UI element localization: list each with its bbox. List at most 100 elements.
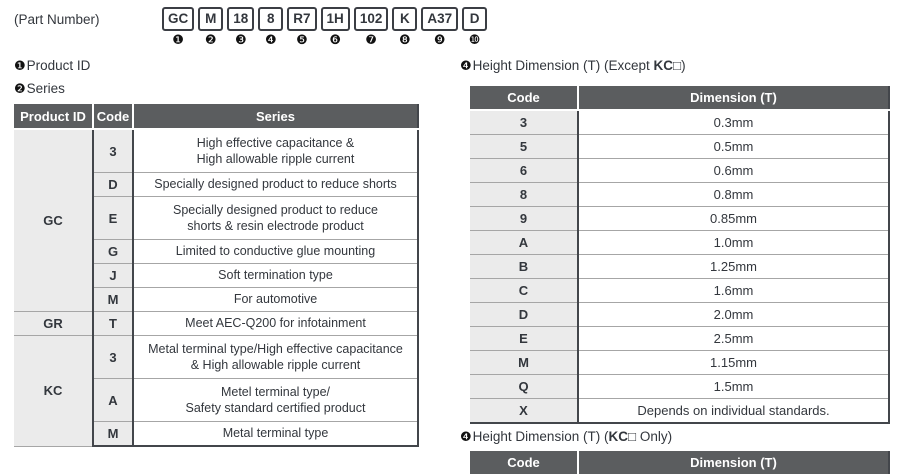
circled-number-icon: ❾ — [433, 32, 446, 48]
part-number-segment-4: 8 ❹ — [258, 7, 284, 46]
table-row: GC 3 High effective capacitance & High a… — [14, 129, 418, 312]
dimension-cell: 0.5mm — [578, 134, 889, 159]
part-number-segment-3: 18 ❸ — [227, 7, 255, 48]
col-header-code: Code — [93, 104, 134, 130]
table-row: X Depends on individual standards. — [470, 398, 889, 424]
code-cell: 3 — [93, 335, 134, 379]
table-row: M Metal terminal type — [14, 421, 418, 447]
part-number-segment-5: R7 ❺ — [287, 7, 317, 46]
series-table: Product ID Code Series GC 3 High effecti… — [14, 104, 419, 447]
dimension-cell: 2.0mm — [578, 302, 889, 327]
section-heading-height-dimension-kc-only: ❹Height Dimension (T) (KC□ Only) — [460, 429, 672, 445]
heading-text: Product ID — [26, 58, 91, 73]
part-number-code-box: A37 — [421, 7, 459, 32]
section-heading-series: ❷Series — [14, 81, 65, 97]
dimension-cell: 0.3mm — [578, 110, 889, 135]
code-cell: M — [93, 287, 134, 312]
heading-kc-bold: KC□ — [653, 58, 682, 73]
series-cell: Metal terminal type/High effective capac… — [133, 335, 418, 379]
part-number-code-box: 18 — [227, 7, 255, 32]
table-row: 8 0.8mm — [470, 182, 889, 207]
table-row: G Limited to conductive glue mounting — [14, 239, 418, 264]
series-cell: Soft termination type — [133, 263, 418, 288]
table-row: M 1.15mm — [470, 350, 889, 375]
table-row: 6 0.6mm — [470, 158, 889, 183]
circled-number-icon: ❿ — [468, 32, 481, 48]
code-cell: 3 — [93, 129, 134, 173]
part-number-code-box: GC — [162, 7, 195, 32]
heading-text: Height Dimension (T) (Except — [472, 58, 654, 73]
table-row: D Specially designed product to reduce s… — [14, 172, 418, 197]
heading-text: Only) — [636, 429, 673, 444]
code-cell: D — [93, 172, 134, 197]
part-number-code-box: K — [392, 7, 418, 32]
dimension-cell: 1.6mm — [578, 278, 889, 303]
table-row: 3 0.3mm — [470, 110, 889, 135]
dimension-cell: 0.85mm — [578, 206, 889, 231]
series-cell: Limited to conductive glue mounting — [133, 239, 418, 264]
col-header-series: Series — [133, 104, 418, 130]
circled-number-icon: ❶ — [172, 32, 184, 48]
section-heading-height-dimension-except-kc: ❹Height Dimension (T) (Except KC□) — [460, 58, 686, 74]
code-cell: 6 — [470, 158, 579, 183]
table-header-row: Code Dimension (T) — [470, 451, 889, 476]
code-cell: A — [93, 378, 134, 422]
circled-4-icon: ❹ — [460, 58, 472, 73]
part-number-code-box: R7 — [287, 7, 317, 32]
code-cell: 8 — [470, 182, 579, 207]
code-cell: J — [93, 263, 134, 288]
circled-number-icon: ❽ — [399, 32, 411, 48]
product-id-cell: GR — [14, 311, 94, 336]
circled-number-icon: ❷ — [204, 32, 217, 48]
part-number-code-box: D — [462, 7, 488, 32]
dimension-cell: 1.15mm — [578, 350, 889, 375]
part-number-segment-7: 102 ❼ — [353, 7, 389, 48]
heading-text: Series — [26, 81, 65, 96]
col-header-product-id: Product ID — [14, 104, 94, 130]
series-cell: Metal terminal type — [133, 421, 418, 447]
circled-1-icon: ❶ — [14, 58, 26, 73]
code-cell: Q — [470, 374, 579, 399]
table-row: E Specially designed product to reduce s… — [14, 196, 418, 240]
circled-number-icon: ❼ — [365, 32, 377, 48]
part-number-segment-1: GC ❶ — [162, 7, 195, 48]
part-number-code-box: 102 — [353, 7, 389, 32]
part-number-segment-10: D ❿ — [462, 7, 488, 48]
heading-text: Height Dimension (T) ( — [472, 429, 609, 444]
code-cell: B — [470, 254, 579, 279]
code-cell: 9 — [470, 206, 579, 231]
dimension-cell: 1.0mm — [578, 230, 889, 255]
col-header-code: Code — [470, 451, 579, 476]
series-cell: High effective capacitance & High allowa… — [133, 129, 418, 173]
series-cell: For automotive — [133, 287, 418, 312]
table-header-row: Product ID Code Series — [14, 104, 418, 130]
dimension-cell: 1.5mm — [578, 374, 889, 399]
circled-number-icon: ❸ — [234, 32, 247, 48]
part-number-segment-6: 1H ❻ — [320, 7, 350, 48]
product-id-cell: GC — [14, 129, 94, 312]
section-heading-product-id: ❶Product ID — [14, 58, 90, 74]
circled-number-icon: ❻ — [329, 32, 341, 48]
series-cell: Specially designed product to reduce sho… — [133, 196, 418, 240]
dimension-cell: 0.8mm — [578, 182, 889, 207]
table-row: GR T Meet AEC-Q200 for infotainment — [14, 311, 418, 336]
series-cell: Metel terminal type/ Safety standard cer… — [133, 378, 418, 422]
part-number-label: (Part Number) — [14, 12, 100, 27]
dimension-cell: Depends on individual standards. — [578, 398, 889, 424]
table-row: 5 0.5mm — [470, 134, 889, 159]
product-id-cell: KC — [14, 335, 94, 447]
table-header-row: Code Dimension (T) — [470, 86, 889, 111]
code-cell: M — [470, 350, 579, 375]
circled-4-icon: ❹ — [460, 429, 472, 444]
table-row: C 1.6mm — [470, 278, 889, 303]
part-number-code-box: 1H — [320, 7, 350, 32]
table-row: Q 1.5mm — [470, 374, 889, 399]
dimension-cell: 0.6mm — [578, 158, 889, 183]
col-header-code: Code — [470, 86, 579, 111]
code-cell: 3 — [470, 110, 579, 135]
code-cell: C — [470, 278, 579, 303]
table-row: KC 3 Metal terminal type/High effective … — [14, 335, 418, 447]
height-dimension-table: Code Dimension (T) 3 0.3mm 5 0.5mm 6 0.6mm … — [470, 86, 890, 424]
height-dimension-kc-table: Code Dimension (T) — [470, 451, 890, 476]
